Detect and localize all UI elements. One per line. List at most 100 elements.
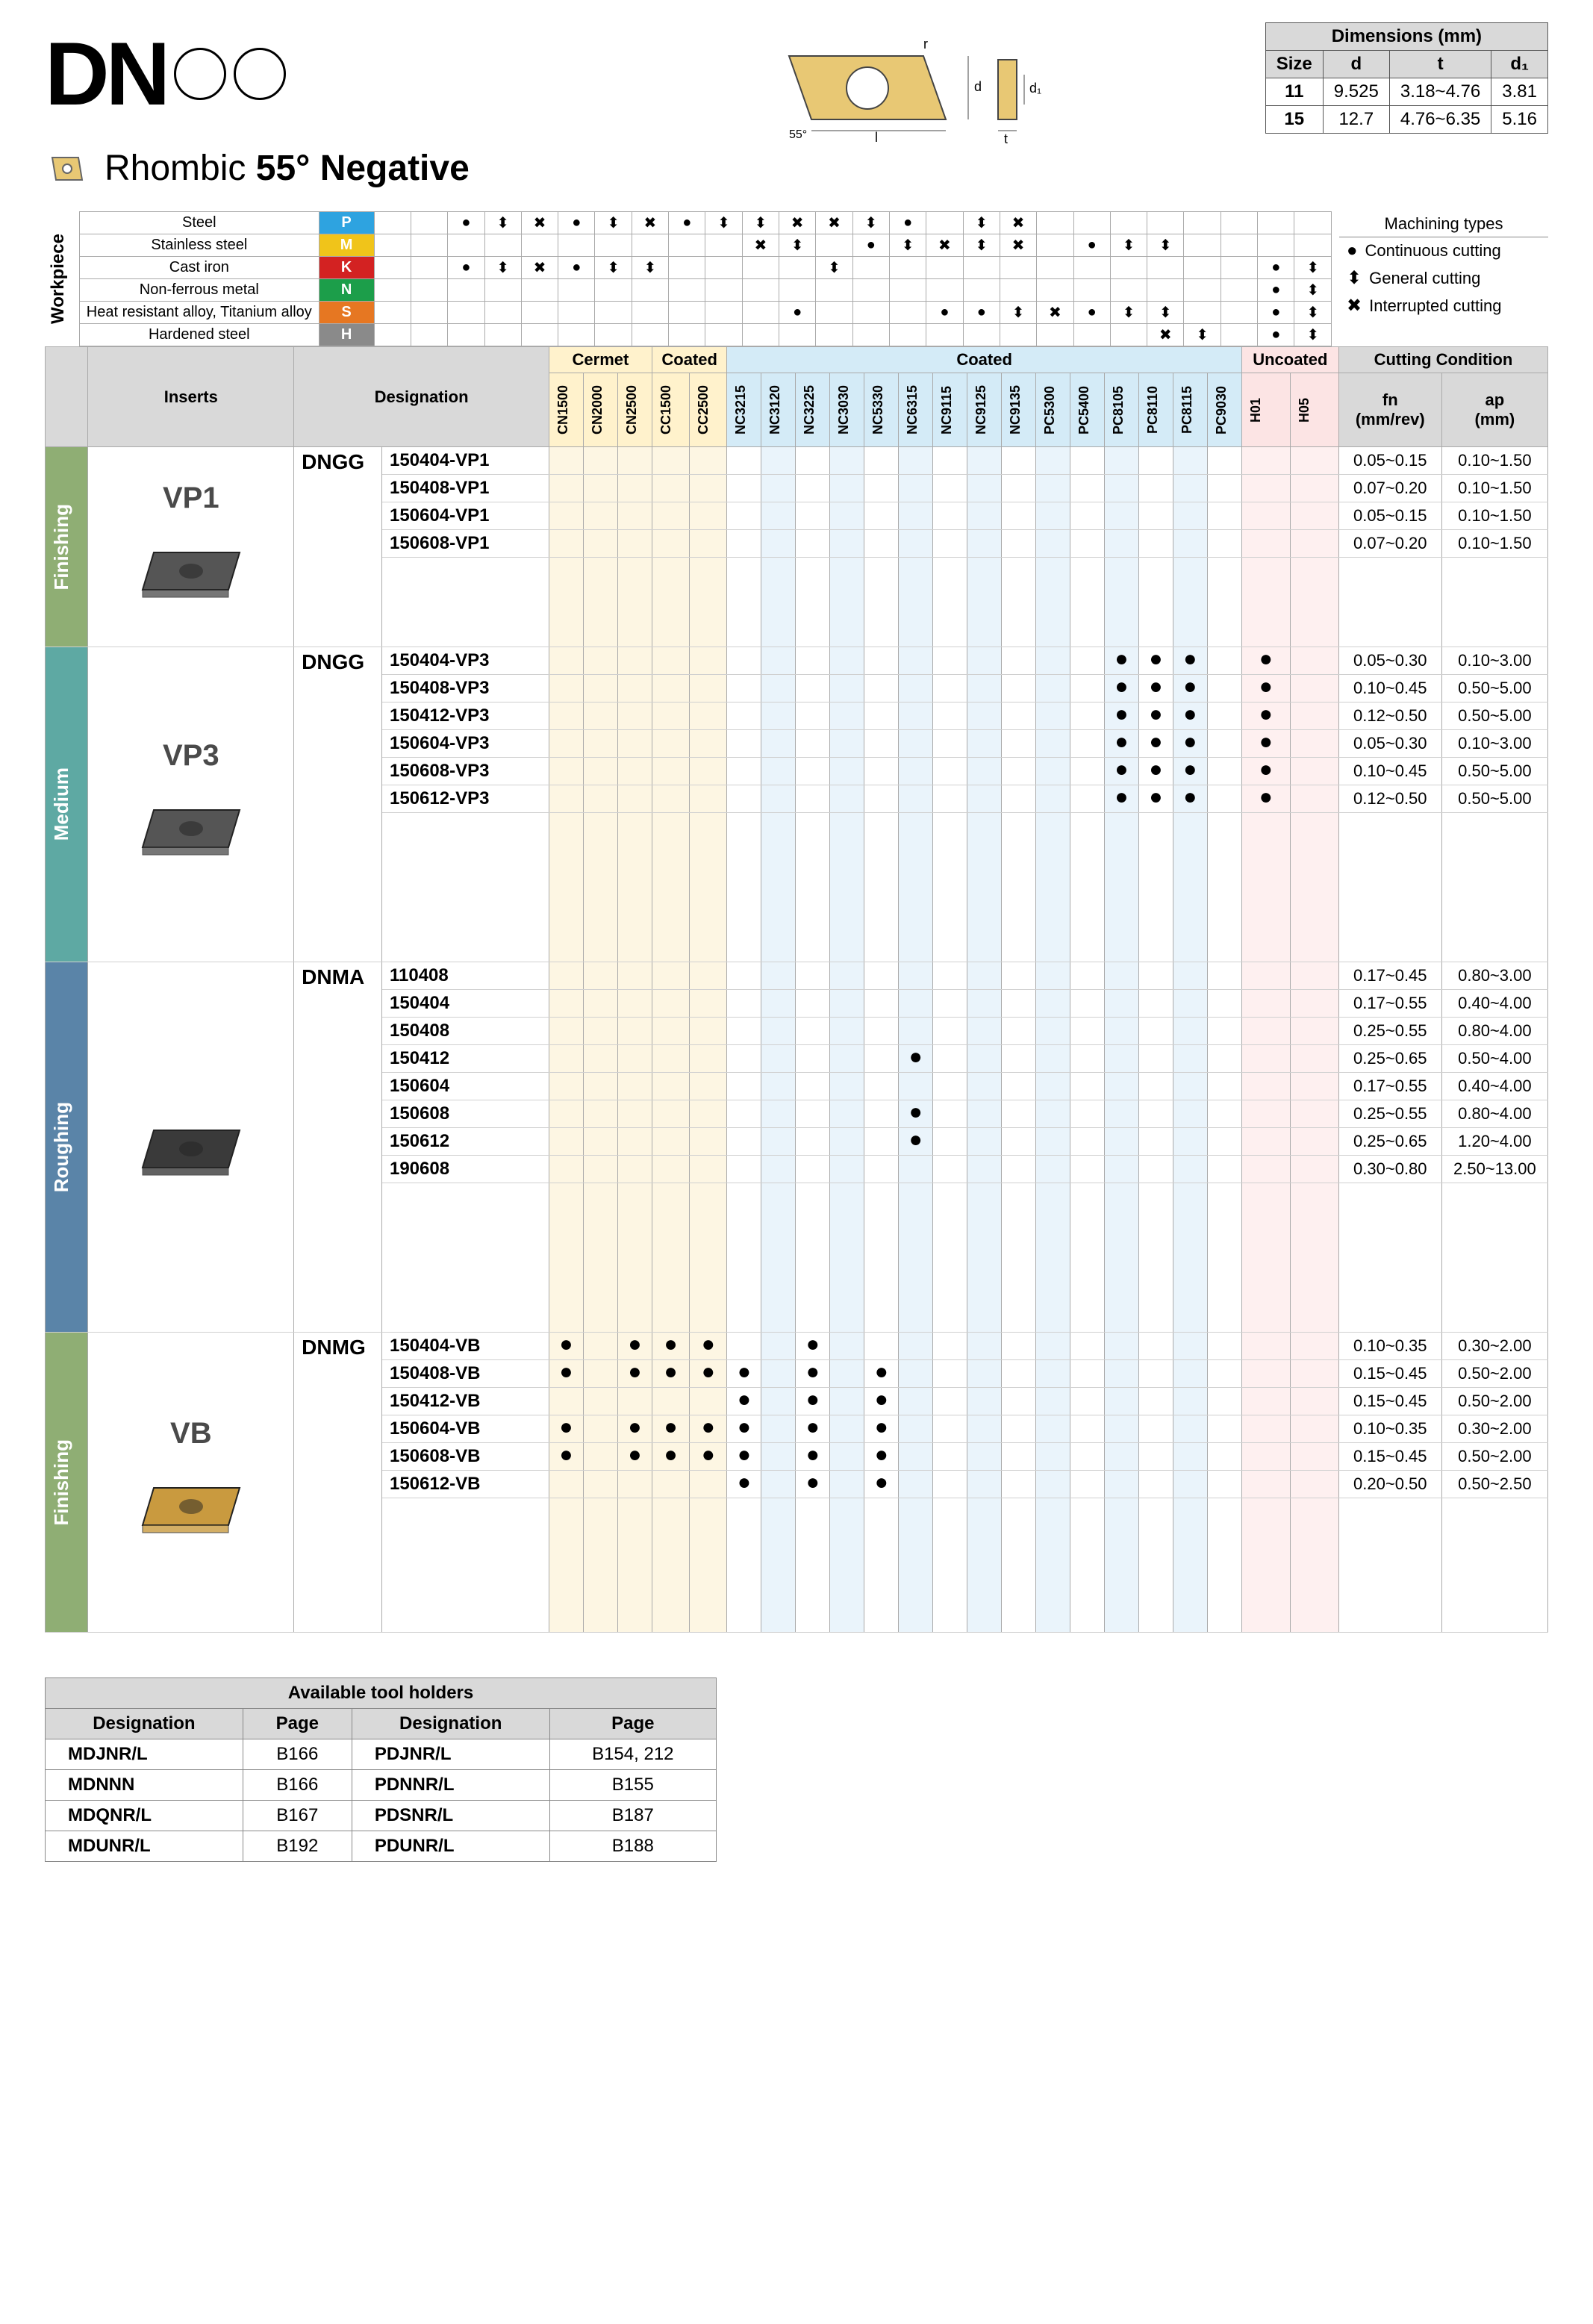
grade-cell: [1104, 1156, 1138, 1183]
grade-cell: [549, 530, 584, 558]
workpiece-mark: [484, 302, 521, 324]
category-cell: Medium: [46, 647, 88, 962]
spacer-cell: [1002, 1183, 1036, 1333]
designation-sub: 150604-VP3: [381, 730, 549, 758]
grade-cell: [933, 1443, 967, 1471]
grade-cell: [761, 1333, 796, 1360]
grade-cell: [652, 1100, 689, 1128]
fn-cell: 0.10~0.45: [1338, 758, 1441, 785]
spacer-cell: [1138, 813, 1173, 962]
grade-cell: [1138, 502, 1173, 530]
designation-sub: 150604-VP1: [381, 502, 549, 530]
designation-sub: 150412: [381, 1045, 549, 1073]
designation-sub: 150404: [381, 990, 549, 1018]
workpiece-mark: [1184, 257, 1221, 279]
grade-cell: [1002, 1415, 1036, 1443]
spacer-cell: [967, 1498, 1002, 1633]
spacer-cell: [1290, 558, 1338, 647]
svg-text:r: r: [923, 37, 928, 52]
shape-angle: 55°: [256, 149, 311, 188]
grade-cell: [549, 502, 584, 530]
grade-cell: [1002, 1471, 1036, 1498]
grade-cell: [967, 1471, 1002, 1498]
grade-cell: [1173, 1100, 1207, 1128]
grade-header: PC5300: [1036, 373, 1070, 447]
grade-cell: [690, 475, 727, 502]
grade-cell: [899, 1333, 933, 1360]
grade-cell: ●: [652, 1415, 689, 1443]
spacer-cell: [864, 1183, 899, 1333]
grade-cell: [1070, 1018, 1105, 1045]
workpiece-mark: ●: [1258, 302, 1294, 324]
grade-cell: ●: [1173, 730, 1207, 758]
fn-cell: 0.20~0.50: [1338, 1471, 1441, 1498]
grade-cell: [761, 785, 796, 813]
spacer-cell: [549, 1183, 584, 1333]
category-label: Medium: [50, 767, 73, 841]
grade-cell: [727, 1073, 761, 1100]
grade-header: PC8115: [1173, 373, 1207, 447]
spacer-cell: [933, 813, 967, 962]
designation-sub: 110408: [381, 962, 549, 990]
grade-cell: [690, 703, 727, 730]
workpiece-chip: K: [319, 257, 374, 279]
workpiece-mark: ●: [963, 302, 1000, 324]
grade-cell: [583, 1045, 617, 1073]
grade-cell: [1207, 1156, 1241, 1183]
grade-cell: [1104, 1471, 1138, 1498]
ap-cell: 0.50~5.00: [1441, 785, 1547, 813]
spacer-cell: [1290, 1183, 1338, 1333]
grade-cell: [617, 703, 652, 730]
hdr-fn: fn(mm/rev): [1338, 373, 1441, 447]
workpiece-mark: [1221, 279, 1257, 302]
grade-cell: [1207, 502, 1241, 530]
circle-icon-2: [234, 48, 286, 100]
fn-cell: 0.15~0.45: [1338, 1443, 1441, 1471]
grade-cell: [1002, 703, 1036, 730]
grade-cell: [1070, 758, 1105, 785]
spacer-cell: [1207, 1183, 1241, 1333]
grade-cell: [933, 502, 967, 530]
grade-cell: [796, 785, 830, 813]
grade-cell: [549, 785, 584, 813]
grade-cell: ●: [1104, 703, 1138, 730]
hdr-coated1: Coated: [652, 347, 727, 373]
grade-cell: [583, 785, 617, 813]
grade-cell: [652, 447, 689, 475]
grade-cell: [583, 990, 617, 1018]
grade-cell: [1138, 1333, 1173, 1360]
workpiece-mark: ⬍: [1294, 302, 1332, 324]
grade-cell: [1104, 962, 1138, 990]
grade-cell: [583, 962, 617, 990]
workpiece-mark: ●: [1258, 279, 1294, 302]
grade-cell: [1241, 990, 1290, 1018]
grade-cell: [617, 530, 652, 558]
grade-cell: [1290, 703, 1338, 730]
designation-sub: 150608-VP3: [381, 758, 549, 785]
grade-cell: [1173, 1388, 1207, 1415]
grade-cell: ●: [1138, 647, 1173, 675]
workpiece-name: Cast iron: [80, 257, 319, 279]
grade-cell: [549, 1100, 584, 1128]
machining-symbol: ✖: [1347, 295, 1362, 317]
spacer-cell: [1138, 1498, 1173, 1633]
grade-cell: [652, 675, 689, 703]
grade-cell: [1070, 1360, 1105, 1388]
grade-cell: [933, 1156, 967, 1183]
designation-sub: 150608: [381, 1100, 549, 1128]
workpiece-mark: [1147, 257, 1184, 279]
grade-cell: [796, 475, 830, 502]
grade-cell: [967, 647, 1002, 675]
grade-cell: [1241, 1100, 1290, 1128]
grade-cell: [1070, 962, 1105, 990]
workpiece-mark: [521, 279, 558, 302]
workpiece-mark: [1110, 212, 1147, 234]
holder-col: Designation: [46, 1709, 243, 1739]
spacer-cell: [1070, 1183, 1105, 1333]
grade-cell: [899, 1360, 933, 1388]
grade-cell: [830, 962, 864, 990]
workpiece-mark: [669, 279, 705, 302]
workpiece-mark: [521, 302, 558, 324]
hdr-designation: Designation: [294, 347, 549, 447]
grade-cell: [1070, 447, 1105, 475]
